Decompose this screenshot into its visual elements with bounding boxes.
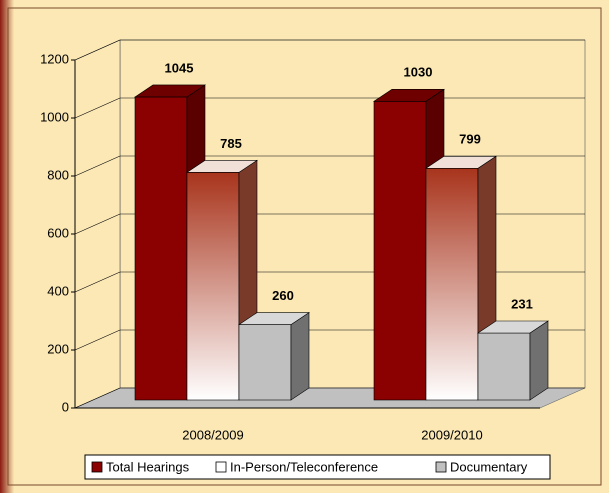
- grid-line: [74, 155, 121, 177]
- legend-label: In-Person/Teleconference: [230, 459, 378, 474]
- grid-line: [74, 329, 121, 351]
- bar-side: [529, 320, 549, 401]
- legend-label: Documentary: [450, 459, 528, 474]
- y-tick-label: 1000: [40, 109, 69, 124]
- legend-swatch: [91, 461, 103, 473]
- grid-line: [74, 97, 121, 119]
- bar-front: [238, 324, 292, 401]
- bar-front: [186, 172, 240, 401]
- bar-front: [134, 96, 188, 401]
- legend-swatch: [435, 461, 447, 473]
- bar-front: [477, 332, 531, 401]
- y-tick-label: 1200: [40, 51, 69, 66]
- bar-side: [290, 312, 310, 401]
- bar-top: [186, 160, 258, 173]
- bar: [186, 159, 258, 401]
- bar-top: [373, 89, 445, 102]
- bar-top: [477, 320, 549, 334]
- y-tick-label: 400: [47, 283, 69, 298]
- x-tick-label: 2009/2010: [421, 427, 482, 442]
- y-tick-label: 800: [47, 167, 69, 182]
- value-label: 1045: [165, 60, 194, 75]
- value-label: 1030: [404, 65, 433, 80]
- frame: [7, 7, 602, 486]
- grid-line: [74, 271, 121, 293]
- edge-shade: [0, 0, 14, 493]
- y-tick-label: 0: [62, 399, 69, 414]
- value-label: 785: [220, 136, 242, 151]
- legend-swatch: [215, 461, 227, 473]
- value-label: 799: [459, 132, 481, 147]
- grid-line: [74, 387, 121, 409]
- value-label: 231: [511, 296, 533, 311]
- bar-front: [425, 167, 479, 401]
- bar: [477, 320, 549, 401]
- x-tick-label: 2008/2009: [182, 427, 243, 442]
- bar-top: [238, 312, 310, 325]
- legend-label: Total Hearings: [106, 459, 190, 474]
- bar-top: [134, 84, 206, 98]
- y-tick-label: 600: [47, 225, 69, 240]
- bar: [238, 312, 310, 401]
- y-tick-label: 200: [47, 341, 69, 356]
- value-label: 260: [272, 288, 294, 303]
- legend: [84, 454, 551, 480]
- bar-front: [373, 101, 427, 401]
- grid-line: [74, 39, 121, 61]
- bar-top: [425, 155, 497, 169]
- grid-line: [74, 213, 121, 235]
